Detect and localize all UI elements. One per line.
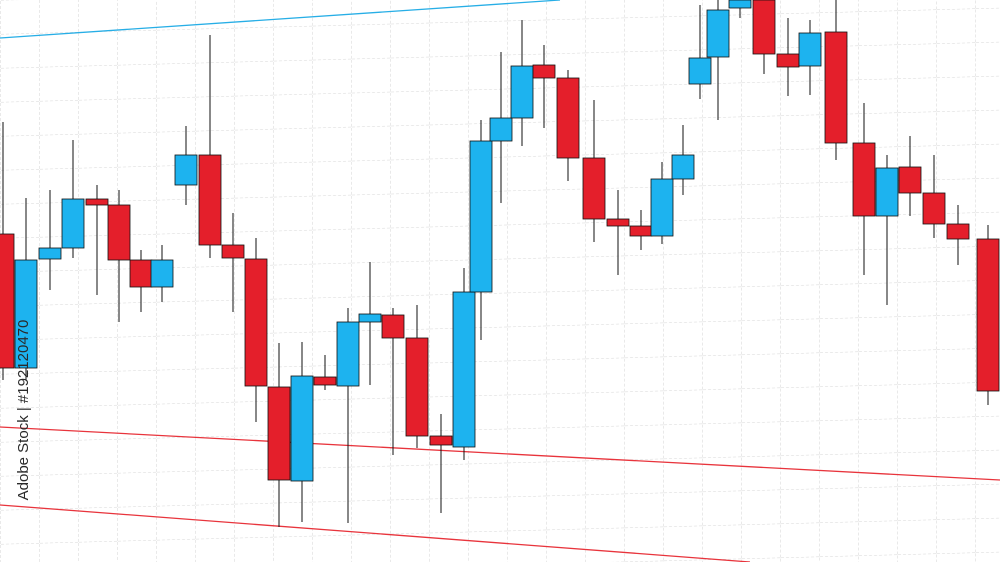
- candle-body: [556, 77, 580, 159]
- candle-body: [875, 167, 899, 217]
- candle-body: [221, 244, 245, 259]
- candle-body: [244, 258, 268, 387]
- candle-body: [358, 313, 382, 323]
- candle-body: [752, 0, 776, 55]
- candle-body: [14, 259, 38, 369]
- candle-body: [429, 435, 453, 446]
- candle-body: [336, 321, 360, 387]
- candle-body: [38, 247, 62, 260]
- candle-body: [290, 375, 314, 482]
- candle-body: [776, 53, 800, 68]
- candle-body: [174, 154, 198, 186]
- candle-body: [129, 259, 153, 288]
- candle-body: [650, 178, 674, 237]
- candle-body: [0, 233, 15, 369]
- candle-body: [824, 31, 848, 144]
- candle-body: [532, 64, 556, 79]
- candle-body: [107, 204, 131, 261]
- candle-body: [688, 57, 712, 85]
- candle-body: [671, 154, 695, 180]
- candle-body: [198, 154, 222, 246]
- candle-body: [922, 192, 946, 225]
- trend-line: [0, 504, 751, 562]
- candle-body: [898, 166, 922, 194]
- candle-body: [313, 376, 337, 386]
- candle-body: [381, 314, 405, 339]
- candle-body: [267, 386, 291, 481]
- candle-body: [452, 291, 476, 448]
- trend-line: [0, 426, 1000, 481]
- candle-body: [946, 223, 970, 240]
- candle-body: [61, 198, 85, 249]
- candle-body: [582, 157, 606, 220]
- candle-body: [976, 238, 1000, 392]
- candle-body: [606, 218, 630, 227]
- candle-body: [405, 337, 429, 437]
- candle-body: [728, 0, 752, 9]
- candle-body: [706, 9, 730, 58]
- candle-body: [150, 259, 174, 288]
- candle-body: [798, 32, 822, 67]
- watermark: Adobe Stock | #192120470: [15, 320, 32, 501]
- trend-line: [0, 0, 561, 39]
- candle-body: [510, 65, 534, 119]
- candle-body: [469, 140, 493, 293]
- candle-body: [852, 142, 876, 217]
- candle-body: [85, 198, 109, 206]
- candle-body: [629, 225, 653, 237]
- candle-body: [489, 117, 513, 142]
